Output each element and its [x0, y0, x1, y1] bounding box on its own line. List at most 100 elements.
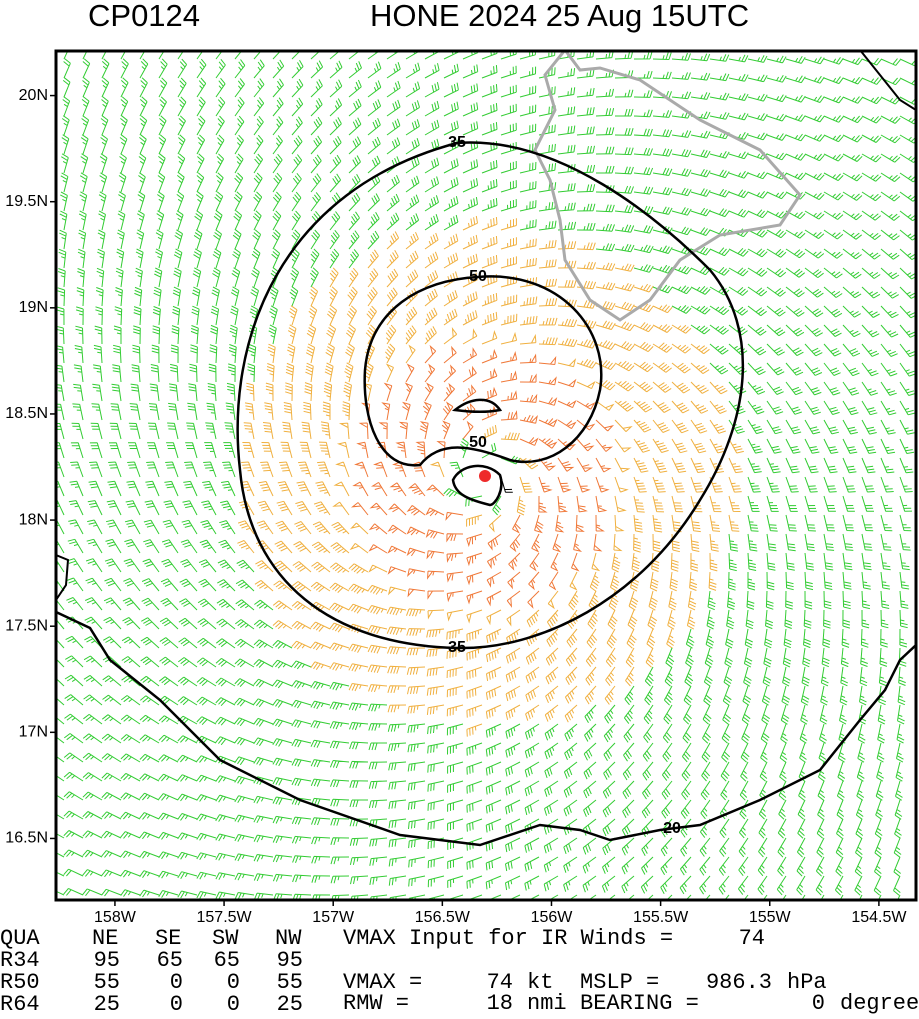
wind-barb — [505, 666, 521, 683]
wind-barb — [880, 590, 890, 609]
wind-barb — [158, 890, 179, 898]
wind-barb — [880, 191, 901, 202]
wind-barb — [386, 118, 401, 136]
wind-barb — [103, 636, 122, 649]
wind-barb — [576, 319, 597, 329]
wind-barb — [762, 666, 772, 687]
wind-barb — [234, 658, 255, 668]
table-cell: 25 — [94, 992, 120, 1014]
wind-barb — [628, 590, 639, 611]
wind-barb — [157, 191, 165, 212]
wind-barb — [466, 628, 483, 642]
wind-barb — [481, 425, 497, 440]
wind-barb — [728, 476, 742, 493]
wind-barb — [842, 267, 862, 279]
wind-barb — [291, 738, 312, 748]
wind-barb — [178, 637, 198, 649]
wind-barb — [253, 659, 274, 668]
wind-barb — [447, 761, 464, 774]
wind-barb — [747, 533, 758, 552]
wind-barb — [184, 461, 198, 478]
wind-barb — [139, 831, 160, 840]
wind-barb — [709, 73, 730, 82]
wind-barb — [348, 98, 362, 117]
wind-barb — [839, 685, 848, 706]
info-label: BEARING = — [580, 991, 699, 1014]
wind-barb — [64, 674, 84, 687]
wind-barb — [120, 77, 129, 98]
wind-barb — [405, 51, 421, 60]
wind-barb — [348, 174, 361, 193]
wind-barb — [899, 495, 913, 512]
wind-barb — [823, 134, 844, 143]
wind-barb — [544, 742, 559, 760]
wind-barb — [291, 680, 312, 689]
wind-barb — [462, 420, 474, 440]
wind-barb — [728, 247, 749, 257]
wind-barb — [386, 212, 400, 231]
wind-barb — [139, 51, 146, 60]
wind-barb — [880, 495, 894, 512]
title: HONE 2024 25 Aug 15UTC — [370, 0, 749, 33]
wind-barb — [424, 176, 440, 193]
wind-barb — [505, 761, 521, 777]
wind-barb — [158, 96, 167, 117]
wind-barb — [373, 461, 388, 478]
wind-barb — [344, 362, 354, 383]
wind-barb — [738, 818, 749, 839]
wind-barb — [158, 793, 179, 801]
wind-barb — [785, 362, 804, 376]
wind-barb — [271, 248, 281, 269]
wind-barb — [280, 441, 293, 459]
wind-barb — [234, 153, 244, 174]
wind-barb — [231, 267, 241, 288]
wind-barb — [424, 157, 440, 174]
wind-barb — [292, 855, 312, 863]
wind-barb — [880, 267, 900, 280]
wind-barb — [177, 153, 186, 174]
wind-barb — [816, 818, 825, 839]
wind-barb — [595, 51, 614, 60]
wind-barb — [234, 814, 255, 823]
wind-barb — [311, 817, 331, 826]
wind-barb — [329, 681, 350, 691]
wind-barb — [275, 520, 293, 535]
wind-barb — [573, 533, 583, 552]
wind-barb — [143, 539, 160, 554]
wind-barb — [602, 818, 616, 837]
contour-label: 35 — [448, 134, 466, 151]
wind-barb — [187, 402, 198, 421]
wind-barb — [760, 742, 768, 763]
wind-barb — [177, 851, 198, 860]
wind-barb — [614, 476, 629, 493]
wind-barb — [366, 305, 377, 326]
wind-barb — [253, 834, 274, 843]
wind-barb — [253, 776, 274, 785]
wind-barb — [200, 520, 217, 535]
wind-barb — [861, 324, 880, 338]
wind-barb — [139, 792, 160, 801]
wind-barb — [576, 164, 596, 174]
wind-barb — [329, 267, 339, 288]
wind-barb — [823, 609, 831, 629]
wind-barb — [836, 780, 845, 801]
wind-barb — [426, 666, 445, 677]
wind-barb — [291, 835, 312, 844]
wind-barb — [644, 685, 654, 706]
wind-barb — [804, 362, 823, 376]
wind-barb — [56, 422, 65, 440]
wind-barb — [860, 628, 869, 648]
wind-barb — [652, 245, 673, 254]
wind-barb — [538, 182, 557, 193]
wind-barb — [123, 578, 141, 592]
table-cell: 55 — [94, 970, 120, 995]
wind-barb — [272, 116, 284, 136]
wind-barb — [738, 837, 749, 858]
wind-barb — [56, 618, 65, 630]
wind-barb — [583, 761, 597, 780]
wind-barb — [446, 590, 464, 603]
wind-barb — [785, 172, 806, 181]
wind-barb — [766, 495, 779, 512]
wind-barb — [738, 856, 749, 877]
wind-barb — [728, 151, 749, 160]
